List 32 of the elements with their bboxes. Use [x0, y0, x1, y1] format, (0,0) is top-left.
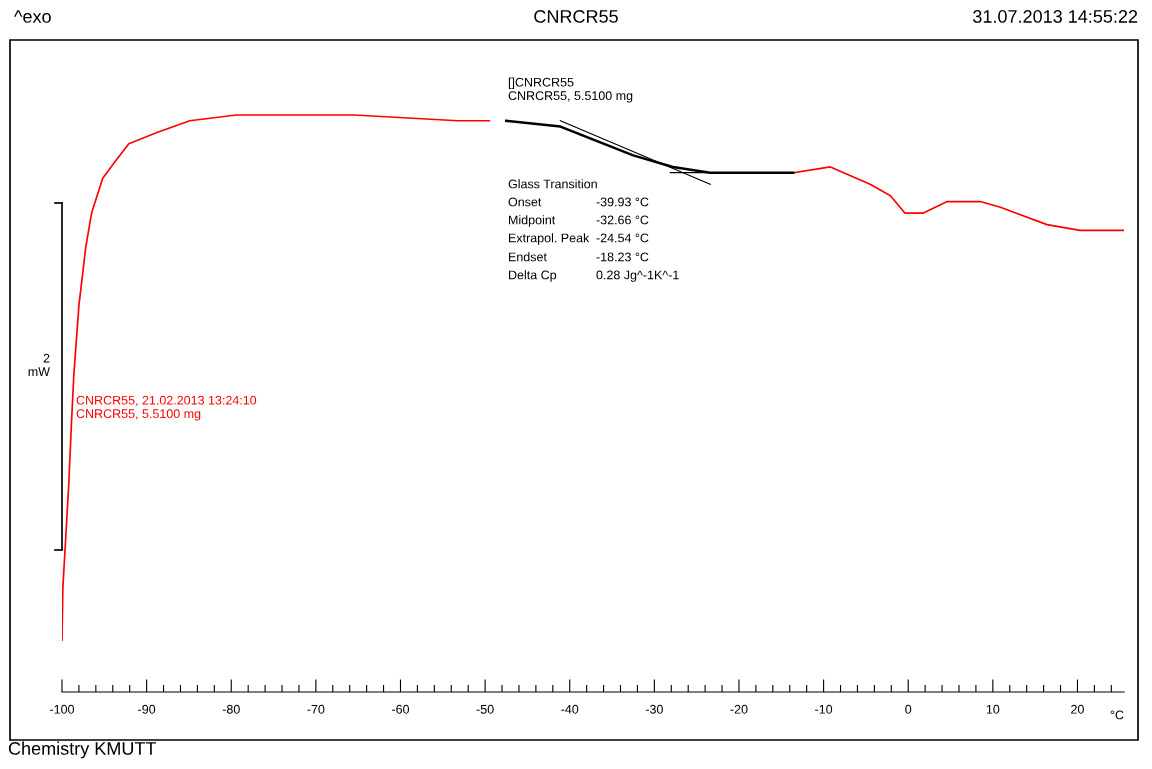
- annotation: Midpoint: [509, 215, 556, 227]
- text: ^exo: [14, 10, 51, 23]
- x-axis-title: °C: [1110, 710, 1124, 720]
- annotation: -24.54 °C: [596, 233, 649, 243]
- chart-title: CNRCR55: [534, 10, 618, 23]
- annotation: Onset: [508, 197, 542, 207]
- x-tick-label: -40: [561, 704, 579, 714]
- text: 2 mW: [28, 353, 50, 376]
- x-tick-label: -10: [815, 704, 833, 714]
- annotation: Glass Transition: [508, 179, 597, 189]
- annotation: 0.28 Jg^-1K^-1: [596, 270, 679, 282]
- x-tick-label: -100: [50, 704, 75, 714]
- x-tick-label: -90: [138, 704, 156, 714]
- text: 31.07.2013 14:55:22: [973, 10, 1138, 23]
- text: Chemistry KMUTT: [8, 741, 157, 759]
- x-tick-label: -70: [307, 704, 325, 714]
- x-tick-label: 10: [986, 704, 1000, 714]
- x-tick-label: -50: [476, 704, 494, 714]
- annotation: -39.93 °C: [596, 197, 649, 207]
- x-tick-label: -30: [645, 704, 663, 714]
- text: []CNRCR55 CNRCR55, 5.5100 mg: [508, 77, 633, 103]
- annotation: Extrapol. Peak: [509, 233, 590, 245]
- x-tick-label: -80: [222, 704, 240, 714]
- x-tick-label: 0: [905, 704, 912, 714]
- annotation: Delta Cp: [509, 270, 557, 282]
- annotation: CNRCR55, 21.02.2013 13:24:10 CNRCR55, 5.5100 mg: [76, 395, 257, 421]
- x-tick-label: -20: [730, 704, 748, 714]
- annotation: Endset: [509, 252, 547, 262]
- annotation: -18.23 °C: [596, 252, 649, 262]
- annotation: -32.66 °C: [596, 215, 649, 225]
- x-tick-label: 20: [1071, 704, 1084, 714]
- x-tick-label: -60: [392, 704, 410, 714]
